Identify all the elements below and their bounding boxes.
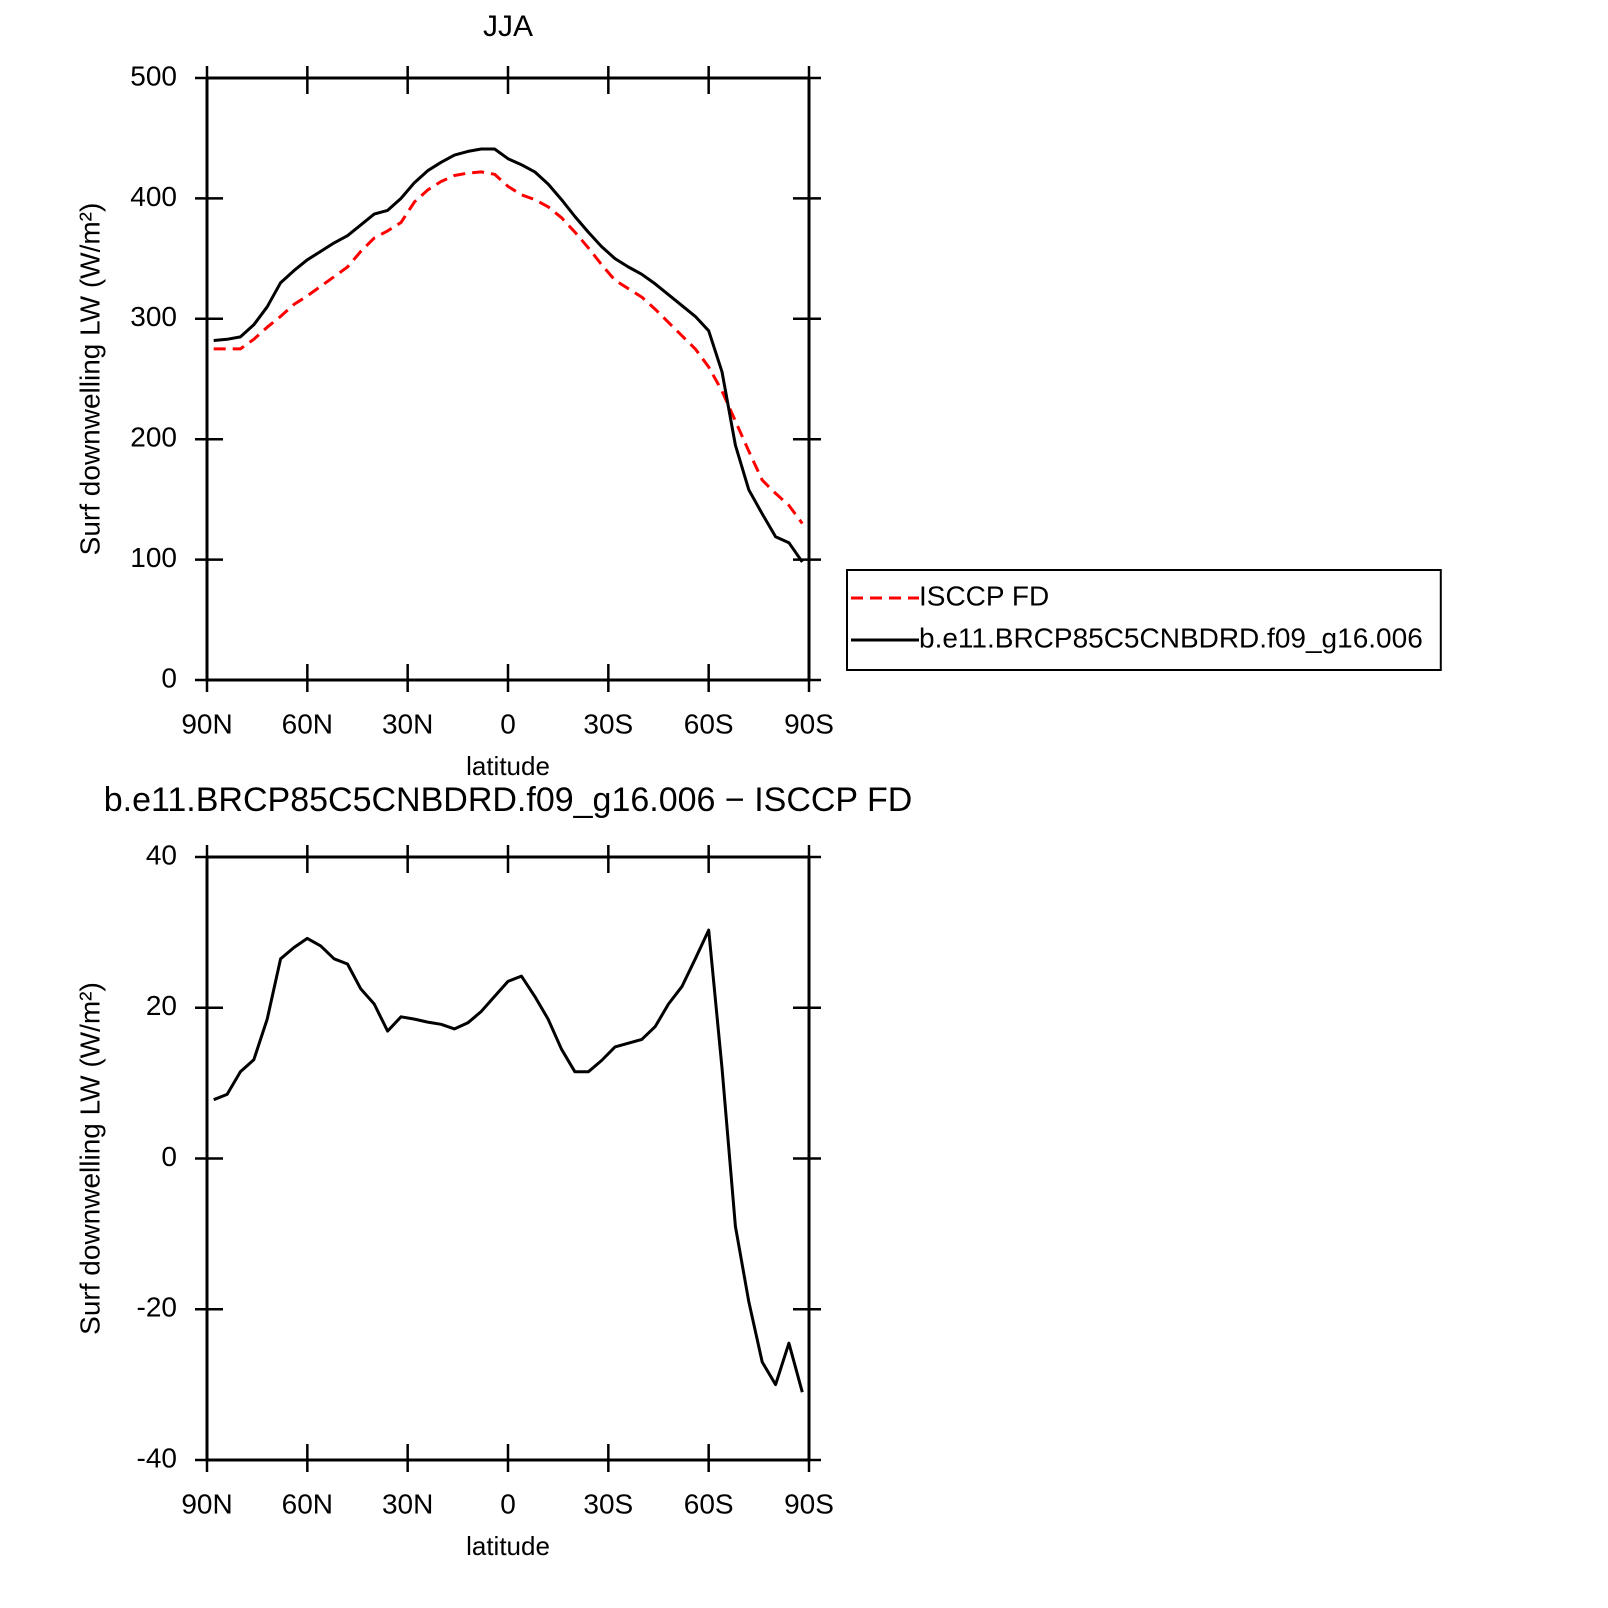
y-tick-label: 0 bbox=[161, 662, 177, 693]
x-tick-label: 60S bbox=[684, 1488, 734, 1519]
x-tick-label: 90S bbox=[784, 1488, 834, 1519]
legend-box bbox=[846, 569, 1442, 671]
x-tick-label: 30S bbox=[583, 1488, 633, 1519]
x-axis-label: latitude bbox=[466, 751, 550, 781]
x-tick-label: 60N bbox=[282, 1488, 333, 1519]
y-tick-label: 40 bbox=[146, 839, 177, 870]
series-line bbox=[213, 928, 804, 1393]
y-tick-label: 0 bbox=[161, 1141, 177, 1172]
x-tick-label: 90S bbox=[784, 708, 834, 739]
y-tick-label: 20 bbox=[146, 990, 177, 1021]
y-tick-label: 400 bbox=[130, 181, 177, 212]
x-tick-label: 90N bbox=[181, 708, 232, 739]
series-line bbox=[213, 147, 804, 563]
legend-label: ISCCP FD bbox=[919, 580, 1049, 611]
x-tick-label: 60N bbox=[282, 708, 333, 739]
x-tick-label: 30S bbox=[583, 708, 633, 739]
x-tick-label: 0 bbox=[500, 1488, 516, 1519]
y-tick-label: -40 bbox=[137, 1442, 177, 1473]
plot-frame bbox=[205, 76, 811, 682]
y-tick-label: 100 bbox=[130, 542, 177, 573]
x-tick-label: 30N bbox=[382, 708, 433, 739]
x-axis-label: latitude bbox=[466, 1531, 550, 1561]
y-axis-label: Surf downwelling LW (W/m²) bbox=[74, 203, 105, 556]
plot-frame bbox=[205, 855, 811, 1462]
y-tick-label: 300 bbox=[130, 301, 177, 332]
y-tick-label: 500 bbox=[130, 60, 177, 91]
y-axis-label: Surf downwelling LW (W/m²) bbox=[74, 982, 105, 1335]
y-tick-label: 200 bbox=[130, 422, 177, 453]
x-tick-label: 30N bbox=[382, 1488, 433, 1519]
x-tick-label: 0 bbox=[500, 708, 516, 739]
y-tick-label: -20 bbox=[137, 1292, 177, 1323]
legend-label: b.e11.BRCP85C5CNBDRD.f09_g16.006 bbox=[919, 622, 1423, 653]
series-line bbox=[213, 170, 804, 525]
chart-title: JJA bbox=[483, 10, 533, 43]
x-tick-label: 90N bbox=[181, 1488, 232, 1519]
x-tick-label: 60S bbox=[684, 708, 734, 739]
chart-title: b.e11.BRCP85C5CNBDRD.f09_g16.006 − ISCCP… bbox=[104, 781, 913, 819]
